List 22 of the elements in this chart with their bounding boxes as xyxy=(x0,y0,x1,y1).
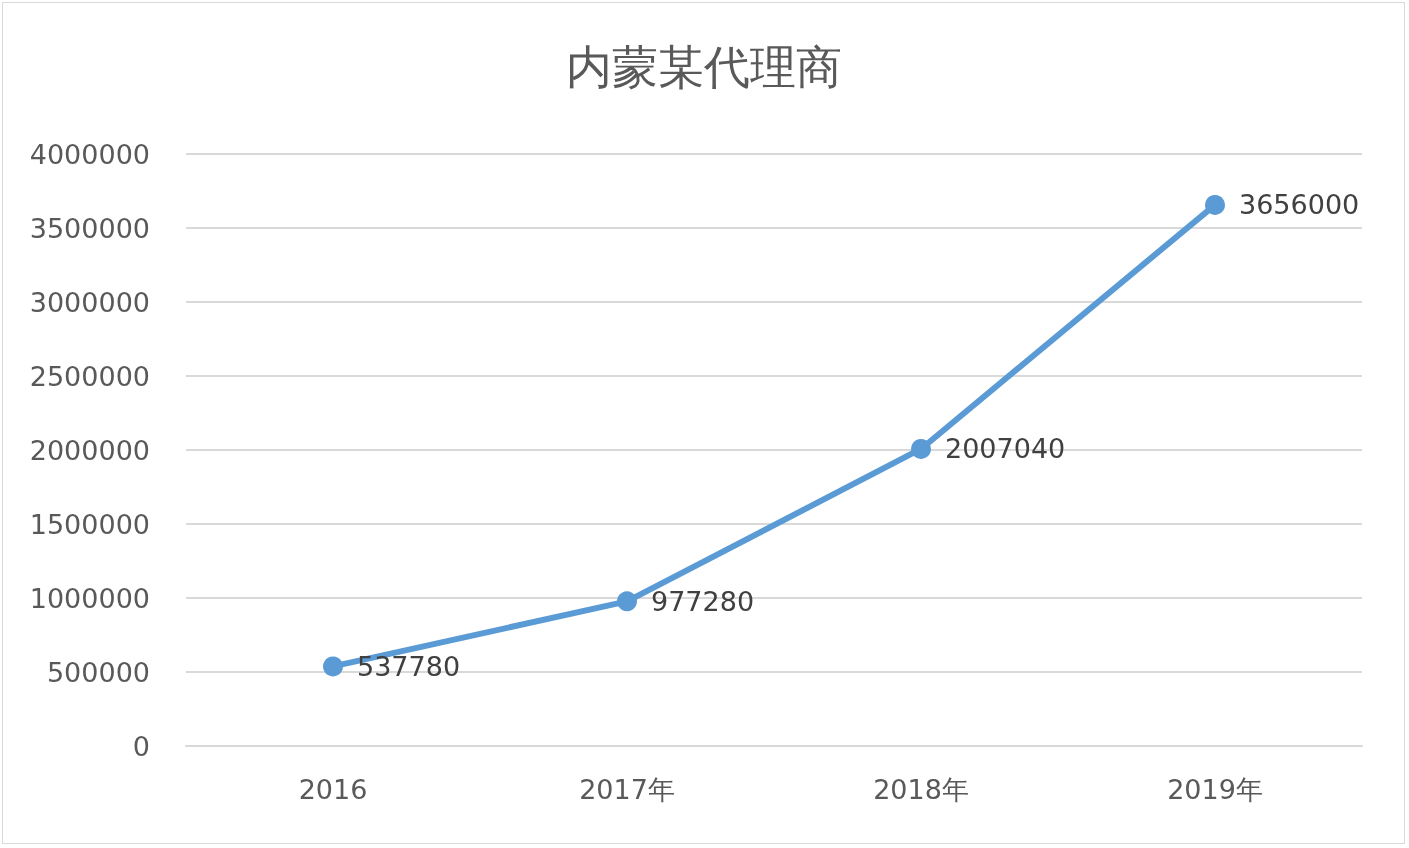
data-label: 977280 xyxy=(651,585,755,617)
point xyxy=(1205,194,1225,215)
point xyxy=(911,438,931,459)
x-tick-label: 2016 xyxy=(298,774,368,805)
y-tick-label: 2500000 xyxy=(29,360,150,392)
point xyxy=(617,591,637,612)
x-tick-label: 2017年 xyxy=(579,774,675,805)
y-tick-label: 0 xyxy=(132,730,150,762)
data-label: 3656000 xyxy=(1239,189,1360,221)
y-tick-label: 4000000 xyxy=(29,138,150,170)
data-label: 537780 xyxy=(357,650,461,682)
x-tick-label: 2018年 xyxy=(873,774,969,805)
y-tick-label: 1000000 xyxy=(29,582,150,614)
x-tick-label: 2019年 xyxy=(1167,774,1263,805)
y-tick-label: 3000000 xyxy=(29,286,150,318)
chart-title: 内蒙某代理商 xyxy=(565,40,842,94)
point xyxy=(323,656,343,677)
y-tick-label: 500000 xyxy=(46,656,150,688)
data-label: 2007040 xyxy=(945,433,1066,465)
y-tick-label: 3500000 xyxy=(29,212,150,244)
y-tick-label: 1500000 xyxy=(29,508,150,540)
y-tick-label: 2000000 xyxy=(29,434,150,466)
